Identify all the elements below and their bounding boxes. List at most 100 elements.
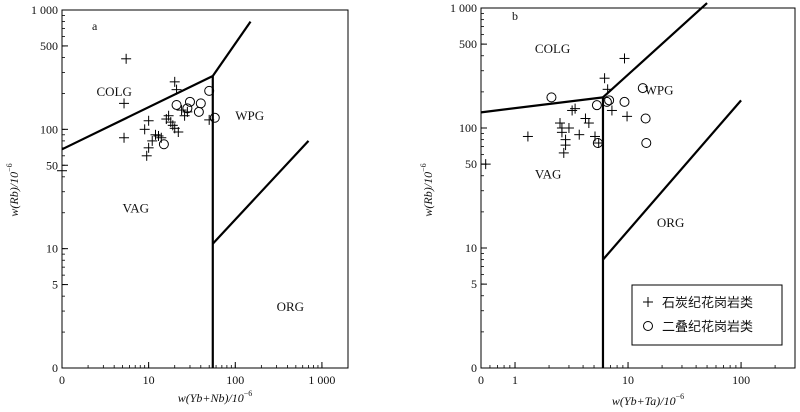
x-tick-label: 100 bbox=[732, 373, 750, 387]
field-boundary-line bbox=[211, 140, 310, 245]
data-point-plus bbox=[147, 135, 158, 146]
data-point-circle bbox=[637, 83, 648, 94]
data-point-plus bbox=[143, 142, 154, 153]
x-axis-label: w(Yb+Nb)/10−6 bbox=[178, 389, 253, 405]
x-tick-label: 0 bbox=[59, 373, 65, 387]
data-point-plus bbox=[119, 132, 130, 143]
x-tick-label: 100 bbox=[226, 373, 244, 387]
y-axis-label-main: w(Rb)/10 bbox=[421, 172, 435, 217]
data-point-circle bbox=[640, 113, 651, 124]
data-point-plus bbox=[171, 84, 182, 95]
y-axis-label-exponent: −6 bbox=[5, 163, 14, 172]
region-label-colg: COLG bbox=[535, 41, 570, 56]
x-axis-label-exponent: −6 bbox=[244, 389, 253, 398]
region-label-org: ORG bbox=[277, 299, 304, 314]
data-point-circle bbox=[619, 96, 630, 107]
data-point-plus bbox=[563, 123, 574, 133]
data-point-plus bbox=[57, 165, 67, 176]
data-point-circle bbox=[546, 92, 557, 103]
data-point-plus bbox=[169, 76, 180, 87]
data-point-plus bbox=[560, 140, 571, 151]
y-tick-label: 1 000 bbox=[450, 1, 477, 15]
legend-item-label: 石炭纪花岗岩类 bbox=[662, 295, 753, 311]
panel-label: b bbox=[512, 9, 518, 23]
x-tick-label: 0 bbox=[478, 373, 484, 387]
x-axis-label-main: w(Yb+Nb)/10 bbox=[178, 391, 244, 405]
chart-panel-a: 0 10 100 1 000 0 5 10 50 100 500 1 000 a COLG WPG VAG O… bbox=[5, 3, 349, 405]
data-point-plus bbox=[204, 114, 215, 125]
data-point-circle bbox=[601, 96, 612, 107]
data-point-plus bbox=[558, 147, 569, 158]
data-point-circle bbox=[158, 139, 169, 150]
data-point-plus bbox=[522, 131, 533, 142]
x-axis-label-main: w(Yb+Ta)/10 bbox=[612, 394, 676, 408]
legend-circle-icon bbox=[643, 321, 653, 331]
data-point-plus bbox=[583, 118, 594, 129]
y-axis-label-main: w(Rb)/10 bbox=[7, 172, 21, 217]
data-point-plus bbox=[119, 98, 130, 109]
x-tick-label: 1 000 bbox=[308, 373, 335, 387]
panel-label: a bbox=[92, 19, 98, 33]
data-point-plus bbox=[163, 110, 174, 121]
data-point-plus bbox=[622, 111, 633, 122]
y-tick-label: 0 bbox=[52, 361, 58, 375]
data-point-circle bbox=[193, 106, 204, 117]
data-point-circle bbox=[209, 112, 220, 123]
y-tick-label: 5 bbox=[471, 277, 477, 291]
y-tick-label: 100 bbox=[459, 121, 477, 135]
field-boundary-line bbox=[211, 20, 252, 77]
data-point-plus bbox=[143, 115, 154, 126]
y-tick-label: 500 bbox=[40, 39, 58, 53]
data-point-circle bbox=[182, 103, 193, 114]
data-point-plus bbox=[555, 118, 566, 129]
field-boundary-line bbox=[602, 99, 742, 261]
data-point-circle bbox=[195, 98, 206, 109]
y-tick-label: 1 000 bbox=[31, 3, 58, 17]
x-tick-label: 10 bbox=[143, 373, 155, 387]
data-point-plus bbox=[602, 84, 613, 95]
data-point-plus bbox=[599, 73, 610, 84]
data-point-plus bbox=[153, 130, 164, 141]
data-point-plus bbox=[480, 159, 491, 170]
region-label-vag: VAG bbox=[123, 201, 150, 216]
data-point-plus bbox=[556, 127, 567, 138]
field-boundary-line bbox=[480, 96, 604, 114]
data-point-circle bbox=[604, 95, 615, 106]
data-point-circle bbox=[591, 100, 602, 111]
data-point-plus bbox=[570, 103, 581, 114]
y-tick-label: 50 bbox=[46, 158, 58, 172]
y-tick-label: 5 bbox=[52, 278, 58, 292]
data-point-circle bbox=[184, 96, 195, 107]
data-point-circle bbox=[204, 85, 215, 96]
data-point-plus bbox=[567, 105, 578, 116]
y-tick-label: 10 bbox=[46, 242, 58, 256]
region-label-wpg: WPG bbox=[645, 83, 674, 98]
y-tick-label: 100 bbox=[40, 122, 58, 136]
y-tick-label: 10 bbox=[465, 241, 477, 255]
data-point-plus bbox=[121, 53, 132, 64]
x-tick-label: 10 bbox=[622, 373, 634, 387]
y-tick-label: 500 bbox=[459, 37, 477, 51]
y-axis-label-exponent: −6 bbox=[419, 163, 428, 172]
data-point-plus bbox=[139, 124, 150, 135]
legend-item-label: 二叠纪花岗岩类 bbox=[662, 319, 753, 335]
field-boundary-line bbox=[61, 74, 214, 151]
region-label-vag: VAG bbox=[535, 166, 562, 181]
data-point-plus bbox=[156, 132, 167, 143]
data-point-circle bbox=[641, 137, 652, 148]
data-point-plus bbox=[141, 150, 152, 161]
region-label-org: ORG bbox=[657, 215, 684, 230]
legend-box bbox=[631, 284, 783, 346]
plot-frame bbox=[61, 9, 349, 369]
data-point-circle bbox=[171, 99, 182, 110]
x-axis-label: w(Yb+Ta)/10−6 bbox=[612, 392, 684, 408]
data-point-plus bbox=[176, 105, 187, 116]
x-axis-label-exponent: −6 bbox=[676, 392, 685, 401]
plot-frame bbox=[480, 7, 796, 369]
data-point-plus bbox=[619, 53, 630, 64]
field-boundary-line bbox=[602, 2, 708, 99]
data-point-plus bbox=[173, 126, 184, 137]
y-tick-label: 0 bbox=[471, 361, 477, 375]
